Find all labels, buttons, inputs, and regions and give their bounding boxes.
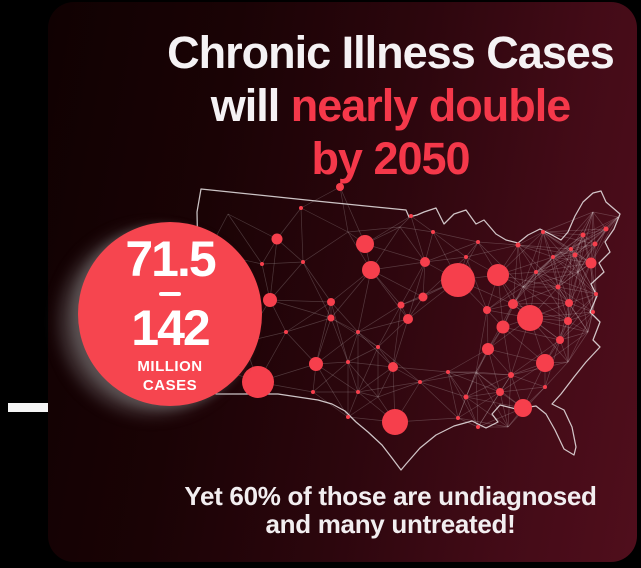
case-bubble [346, 415, 350, 419]
case-bubble [376, 345, 380, 349]
case-bubble [551, 255, 555, 259]
stat-badge: 71.5 142 MILLION CASES [78, 222, 262, 406]
case-bubble [409, 214, 413, 218]
case-bubble [284, 330, 288, 334]
case-bubble [555, 284, 561, 290]
case-bubble [242, 366, 274, 398]
case-bubble [362, 261, 380, 279]
case-bubble [456, 416, 460, 420]
case-bubble [446, 370, 450, 374]
stat-unit-million: MILLION [137, 358, 203, 375]
case-bubble [356, 235, 374, 253]
case-bubble [327, 298, 335, 306]
fraction-bar [159, 292, 181, 296]
case-bubble [346, 360, 350, 364]
infographic-card: Chronic Illness Cases will nearly double… [48, 2, 637, 562]
case-bubble [483, 306, 491, 314]
case-bubble [496, 388, 504, 396]
case-bubble [556, 336, 564, 344]
case-bubble [260, 262, 264, 266]
case-bubble [594, 292, 598, 296]
case-bubble [382, 409, 408, 435]
case-bubble [565, 299, 573, 307]
case-bubble [572, 252, 578, 258]
case-bubble [591, 310, 595, 314]
case-bubble [418, 380, 422, 384]
case-bubble [464, 255, 468, 259]
headline: Chronic Illness Cases will nearly double… [96, 26, 641, 185]
case-bubble [418, 292, 428, 302]
case-bubble [476, 240, 480, 244]
case-bubble [536, 354, 554, 372]
case-bubble [534, 270, 538, 274]
case-bubble [585, 257, 597, 269]
case-bubble [508, 372, 514, 378]
case-bubble [603, 226, 609, 232]
case-bubble [482, 343, 494, 355]
us-map [196, 183, 621, 471]
case-bubble [592, 241, 598, 247]
footnote-line-2: and many untreated! [265, 509, 516, 539]
headline-will: will [210, 80, 281, 131]
case-bubble [388, 362, 398, 372]
headline-line-1: Chronic Illness Cases [167, 27, 615, 78]
case-bubble [309, 357, 323, 371]
case-bubble [476, 425, 480, 429]
case-bubble [397, 301, 405, 309]
case-bubble [441, 263, 475, 297]
headline-line-2: will nearly double [96, 79, 641, 132]
case-bubble [517, 305, 543, 331]
case-bubble [299, 206, 303, 210]
case-bubble [403, 314, 413, 324]
case-bubble [514, 399, 532, 417]
case-bubble [327, 314, 335, 322]
left-edge-artifact [8, 403, 48, 412]
case-bubble [336, 183, 344, 191]
stat-unit-cases: CASES [142, 377, 198, 394]
case-bubble [515, 242, 521, 248]
case-bubble [543, 385, 547, 389]
case-bubble [271, 233, 283, 245]
footnote: Yet 60% of those are undiagnosed and man… [96, 482, 641, 538]
case-bubble [431, 230, 435, 234]
footnote-line-1: Yet 60% of those are undiagnosed [184, 481, 597, 511]
case-bubble [463, 394, 469, 400]
headline-nearly-double: nearly double [290, 80, 572, 131]
headline-line-3: by 2050 [311, 133, 470, 184]
case-bubble [564, 317, 572, 325]
case-bubble [580, 232, 586, 238]
case-bubble [569, 247, 573, 251]
case-bubble [356, 390, 360, 394]
case-bubble [496, 320, 510, 334]
case-bubble [508, 299, 518, 309]
case-bubble [311, 390, 315, 394]
map-bubbles [242, 183, 609, 435]
case-bubble [301, 260, 305, 264]
case-bubble [420, 257, 430, 267]
us-outline-path [196, 188, 621, 471]
case-bubble [356, 330, 360, 334]
case-bubble [487, 264, 509, 286]
stat-current-cases: 71.5 [125, 231, 216, 287]
case-bubble [263, 293, 277, 307]
stat-projected-cases: 142 [131, 300, 210, 356]
map-mesh [202, 186, 619, 428]
case-bubble [541, 230, 545, 234]
